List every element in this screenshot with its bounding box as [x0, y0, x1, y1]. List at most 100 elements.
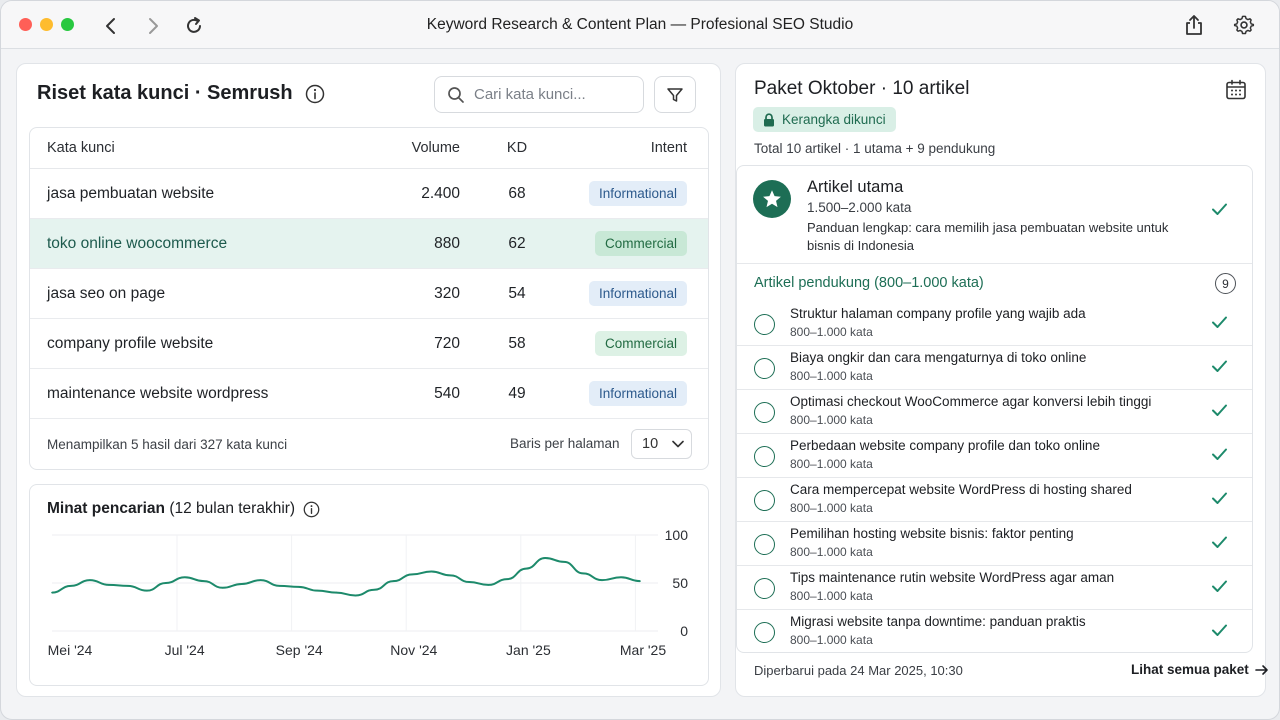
kd-cell: 49 — [508, 384, 526, 402]
interest-data-point — [335, 591, 338, 594]
supporting-article-item[interactable]: Struktur halaman company profile yang wa… — [737, 302, 1252, 346]
supporting-article-item[interactable]: Biaya ongkir dan cara mengaturnya di tok… — [737, 346, 1252, 390]
interest-data-point — [373, 588, 376, 591]
column-header-keyword[interactable]: Kata kunci — [47, 140, 115, 156]
forward-button[interactable] — [140, 13, 166, 39]
see-all-plans-label: Lihat semua paket — [1131, 662, 1249, 677]
x-tick-label: Sep '24 — [276, 642, 323, 658]
interest-data-point — [487, 584, 490, 586]
supporting-articles-list: Struktur halaman company profile yang wa… — [737, 302, 1252, 652]
supporting-article-title: Perbedaan website company profile dan to… — [790, 438, 1100, 453]
check-icon — [1212, 404, 1227, 416]
intent-badge: Commercial — [594, 331, 687, 356]
filter-button[interactable] — [654, 76, 696, 113]
supporting-articles-title: Artikel pendukung (800–1.000 kata) — [754, 275, 984, 291]
y-tick-label: 0 — [680, 623, 688, 639]
keyword-panel-title-text: Riset kata kunci · Semrush — [37, 82, 293, 104]
status-circle-icon[interactable] — [754, 446, 775, 467]
calendar-icon[interactable] — [1224, 78, 1248, 102]
keyword-search-box[interactable] — [434, 76, 644, 113]
keyword-table: Kata kunci Volume KD Intent jasa pembuat… — [29, 127, 709, 470]
window-controls — [19, 18, 74, 31]
table-footer: Menampilkan 5 hasil dari 327 kata kunci … — [30, 419, 708, 469]
column-header-kd[interactable]: KD — [506, 140, 528, 156]
main-article-badge — [753, 180, 791, 218]
kd-cell: 68 — [508, 184, 526, 202]
volume-cell: 880 — [434, 234, 460, 252]
rows-per-page-value: 10 — [642, 436, 659, 452]
check-icon — [1212, 580, 1227, 592]
info-icon[interactable] — [303, 501, 320, 518]
x-tick-label: Nov '24 — [390, 642, 437, 658]
reload-icon — [187, 17, 201, 33]
main-article-words: 1.500–2.000 kata — [807, 200, 912, 215]
forward-icon — [149, 18, 158, 34]
column-header-intent[interactable]: Intent — [650, 140, 687, 156]
table-row[interactable]: maintenance website wordpress 540 49 Inform… — [30, 369, 708, 419]
main-article[interactable]: Artikel utama 1.500–2.000 kata Panduan l… — [737, 166, 1252, 264]
reload-button[interactable] — [181, 13, 207, 39]
article-list-card: Artikel utama 1.500–2.000 kata Panduan l… — [736, 165, 1253, 653]
settings-button[interactable] — [1231, 12, 1257, 38]
status-circle-icon[interactable] — [754, 358, 775, 379]
interest-data-point — [506, 578, 509, 580]
interest-data-point — [354, 594, 357, 597]
interest-data-point — [127, 585, 129, 587]
status-circle-icon[interactable] — [754, 578, 775, 599]
maximize-window-button[interactable] — [61, 18, 74, 31]
column-header-volume[interactable]: Volume — [411, 140, 460, 156]
volume-cell: 2.400 — [421, 184, 460, 202]
status-circle-icon[interactable] — [754, 402, 775, 423]
info-icon[interactable] — [305, 84, 325, 104]
main-article-label: Artikel utama — [807, 178, 904, 196]
table-row[interactable]: jasa pembuatan website 2.400 68 Information… — [30, 169, 708, 219]
supporting-article-words: 800–1.000 kata — [790, 589, 873, 603]
share-button[interactable] — [1181, 12, 1207, 38]
interest-data-point — [278, 585, 281, 587]
interest-data-point — [430, 570, 433, 573]
title-bar: Keyword Research & Content Plan — Profes… — [1, 1, 1279, 49]
intent-cell: Commercial — [560, 331, 708, 356]
interest-data-point — [240, 583, 243, 585]
supporting-articles-header: Artikel pendukung (800–1.000 kata) 9 — [737, 264, 1252, 302]
status-circle-icon[interactable] — [754, 534, 775, 555]
keyword-search-input[interactable] — [474, 86, 624, 103]
kd-cell: 62 — [508, 234, 526, 252]
search-icon — [448, 86, 464, 103]
chart-title-period: (12 bulan terakhir) — [169, 500, 296, 517]
supporting-article-item[interactable]: Migrasi website tanpa downtime: panduan … — [737, 610, 1252, 652]
status-circle-icon[interactable] — [754, 622, 775, 643]
keyword-cell: maintenance website wordpress — [47, 384, 269, 402]
minimize-window-button[interactable] — [40, 18, 53, 31]
close-window-button[interactable] — [19, 18, 32, 31]
search-interest-chart: 100 50 0 Mei '24 Jul '24 Sep '24 Nov '24 Jan '2… — [48, 527, 689, 658]
rows-per-page-select[interactable]: 10 — [631, 429, 692, 459]
last-updated: Diperbarui pada 24 Mar 2025, 10:30 — [754, 663, 963, 678]
interest-data-point — [525, 567, 527, 570]
x-tick-label: Mei '24 — [48, 642, 93, 658]
kd-cell: 54 — [508, 284, 526, 302]
interest-data-point — [259, 579, 262, 581]
supporting-article-item[interactable]: Pemilihan hosting website bisnis: faktor… — [737, 522, 1252, 566]
back-button[interactable] — [98, 13, 124, 39]
back-icon — [106, 18, 115, 34]
supporting-article-item[interactable]: Tips maintenance rutin website WordPress… — [737, 566, 1252, 610]
status-circle-icon[interactable] — [754, 490, 775, 511]
intent-cell: Informational — [560, 281, 708, 306]
supporting-article-item[interactable]: Optimasi checkout WooCommerce agar konve… — [737, 390, 1252, 434]
y-tick-label: 50 — [672, 575, 688, 591]
interest-data-point — [108, 584, 110, 586]
table-header: Kata kunci Volume KD Intent — [30, 128, 708, 169]
intent-badge: Commercial — [594, 231, 687, 256]
supporting-article-words: 800–1.000 kata — [790, 545, 873, 559]
supporting-article-item[interactable]: Cara mempercepat website WordPress di ho… — [737, 478, 1252, 522]
supporting-article-item[interactable]: Perbedaan website company profile dan to… — [737, 434, 1252, 478]
y-tick-label: 100 — [665, 527, 689, 543]
table-row[interactable]: toko online woocommerce 880 62 Commercial — [30, 219, 708, 269]
see-all-plans-link[interactable]: Lihat semua paket — [1131, 662, 1269, 677]
interest-data-point — [202, 580, 205, 582]
table-row[interactable]: company profile website 720 58 Commercial — [30, 319, 708, 369]
table-row[interactable]: jasa seo on page 320 54 Informational — [30, 269, 708, 319]
status-circle-icon[interactable] — [754, 314, 775, 335]
gear-icon — [1233, 15, 1255, 35]
